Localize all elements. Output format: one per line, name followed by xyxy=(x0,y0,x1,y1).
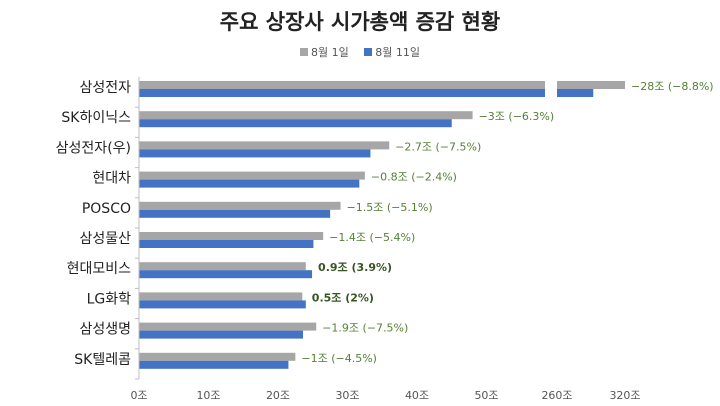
bar-aug11-segment-upper xyxy=(557,89,594,97)
x-tick-label: 20조 xyxy=(266,389,290,402)
bar-aug1 xyxy=(139,232,324,240)
bar-aug1 xyxy=(139,141,390,150)
legend: 8월 1일 8월 11일 xyxy=(0,44,720,60)
legend-item-aug11: 8월 11일 xyxy=(364,44,420,60)
data-label: −28조 (−8.8%) xyxy=(631,80,714,93)
legend-swatch-aug1 xyxy=(300,48,309,56)
data-label: −0.8조 (−2.4%) xyxy=(371,171,457,184)
bar-aug1-segment-lower xyxy=(139,81,545,89)
bar-aug11 xyxy=(139,209,331,218)
category-label: 현대차 xyxy=(92,171,131,187)
x-tick-label: 10조 xyxy=(196,389,220,402)
bar-aug1-segment-upper xyxy=(557,81,625,89)
x-tick-label: 320조 xyxy=(609,389,640,402)
bar-aug1 xyxy=(139,171,365,180)
x-tick-label: 50조 xyxy=(474,389,498,402)
category-label: SK텔레콤 xyxy=(74,352,131,368)
category-label: LG화학 xyxy=(87,291,132,307)
chart-title: 주요 상장사 시가총액 증감 현황 xyxy=(219,10,501,34)
category-label: POSCO xyxy=(82,201,131,217)
category-label: 삼성생명 xyxy=(79,322,131,338)
data-label: −1조 (−4.5%) xyxy=(301,352,377,365)
legend-label-aug1: 8월 1일 xyxy=(311,46,349,59)
bar-aug11 xyxy=(139,149,371,158)
bar-aug1 xyxy=(139,322,317,331)
bar-aug11 xyxy=(139,179,360,188)
legend-label-aug11: 8월 11일 xyxy=(375,46,420,59)
bar-aug11 xyxy=(139,270,313,279)
bar-aug1 xyxy=(139,262,306,271)
x-tick-label: 0조 xyxy=(130,389,147,402)
bar-aug1 xyxy=(139,352,296,361)
bar-aug11-segment-lower xyxy=(139,89,545,97)
bar-aug11 xyxy=(139,119,452,128)
bar-aug1 xyxy=(139,292,303,301)
category-label: 현대모비스 xyxy=(67,261,132,277)
data-label: −1.5조 (−5.1%) xyxy=(347,201,433,214)
category-label: 삼성물산 xyxy=(79,231,131,247)
bar-aug11 xyxy=(139,330,304,339)
category-label: 삼성전자(우) xyxy=(56,140,131,156)
data-label: −1.9조 (−7.5%) xyxy=(322,322,408,335)
bar-aug1 xyxy=(139,201,341,210)
x-tick-label: 40조 xyxy=(405,389,429,402)
data-label: −1.4조 (−5.4%) xyxy=(329,231,415,244)
bar-aug11 xyxy=(139,360,289,369)
bar-aug11 xyxy=(139,240,314,248)
x-tick-label: 260조 xyxy=(541,389,572,402)
bar-aug1 xyxy=(139,111,473,120)
legend-swatch-aug11 xyxy=(364,48,373,56)
category-label: 삼성전자 xyxy=(79,80,131,96)
data-label: 0.9조 (3.9%) xyxy=(318,261,392,274)
bar-aug11 xyxy=(139,300,306,309)
legend-item-aug1: 8월 1일 xyxy=(300,44,349,60)
category-label: SK하이닉스 xyxy=(61,110,131,126)
data-label: 0.5조 (2%) xyxy=(312,291,374,304)
x-tick-label: 30조 xyxy=(335,389,359,402)
data-label: −2.7조 (−7.5%) xyxy=(395,140,481,153)
data-label: −3조 (−6.3%) xyxy=(479,110,555,123)
